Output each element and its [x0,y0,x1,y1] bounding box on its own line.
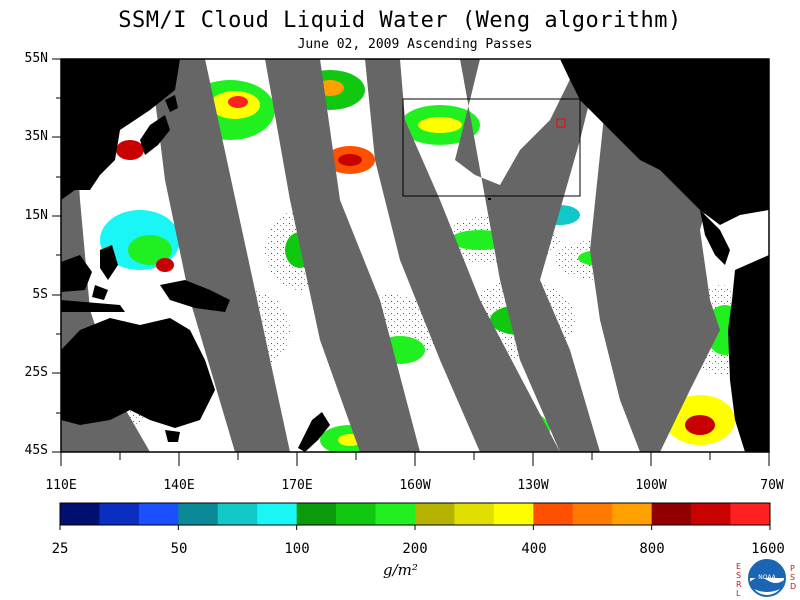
lon-label: 70W [760,478,784,493]
colorbar-swatch [99,503,140,525]
lon-label: 110E [45,478,77,493]
colorbar-swatch [572,503,613,525]
colorbar-swatch [336,503,376,525]
colorbar-swatch [415,503,455,525]
colorbar-swatch [454,503,495,525]
map-plot-area [61,59,769,452]
lon-ticks [60,452,770,466]
colorbar-label: 100 [284,541,310,557]
colorbar-units: g/m² [383,561,418,579]
colorbar-label: 50 [170,541,188,557]
colorbar-swatch [612,503,652,525]
colorbar-swatch [533,503,574,525]
land-masses [61,59,769,452]
colorbar-label: 800 [639,541,665,557]
colorbar-swatch [217,503,258,525]
colorbar-label: 1600 [751,541,785,557]
colorbar-swatch [493,503,534,525]
lat-label: 25S [24,365,48,380]
colorbar-swatch [651,503,692,525]
lat-label: 55N [24,51,48,66]
colorbar-label: 200 [402,541,428,557]
site-marker [556,118,566,128]
lat-ticks [52,58,61,453]
lon-label: 100W [635,478,667,493]
lon-label: 160W [399,478,431,493]
lat-label: 45S [24,443,48,458]
colorbar-swatch [60,503,100,525]
colorbar-label: 400 [521,541,547,557]
colorbar-swatch [178,503,219,525]
colorbar [59,502,771,530]
colorbar-label: 25 [51,541,69,557]
colorbar-swatch [138,503,179,525]
lat-label: 15N [24,208,48,223]
colorbar-swatch [257,503,297,525]
noaa-emblem: NOAA [748,559,786,597]
colorbar-swatch [375,503,416,525]
colorbar-swatch [691,503,731,525]
lat-label: 5S [32,287,48,302]
colorbar-swatch [730,503,771,525]
lon-label: 130W [517,478,549,493]
map-title: SSM/I Cloud Liquid Water (Weng algorithm… [118,8,682,33]
logo-text: NOAA [758,574,776,581]
map-subtitle: June 02, 2009 Ascending Passes [297,37,533,52]
lon-label: 140E [163,478,195,493]
region-box [402,98,581,197]
colorbar-swatch [296,503,337,525]
lat-label: 35N [24,129,48,144]
lon-label: 170E [281,478,313,493]
